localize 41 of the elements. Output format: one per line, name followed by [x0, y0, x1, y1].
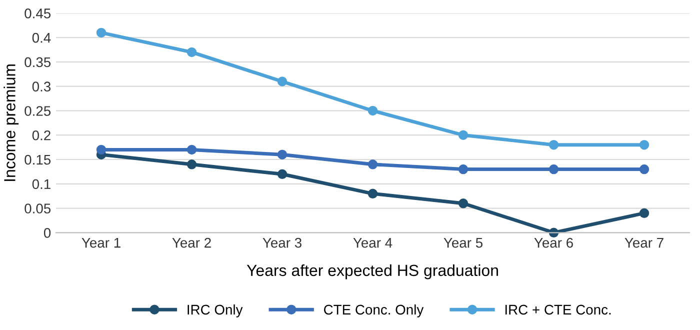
y-tick-label: 0.15 [24, 154, 51, 165]
legend-label: IRC Only [188, 304, 243, 318]
point [458, 164, 468, 174]
point [368, 160, 378, 170]
point [639, 140, 650, 150]
point [639, 208, 650, 218]
y-tick-label: 0.4 [32, 32, 51, 43]
point [548, 140, 559, 150]
y-tick-label: 0.35 [24, 57, 51, 68]
y-tick-label: 0.2 [32, 130, 50, 140]
y-axis-title: Income premium [4, 64, 19, 181]
point [368, 106, 378, 116]
y-tick-label: 0.3 [32, 82, 51, 92]
x-tick-label: Year 2 [172, 238, 211, 248]
x-tick-label: Year 7 [624, 238, 664, 248]
legend-label: IRC + CTE Conc. [505, 304, 611, 315]
x-tick-label: Year 3 [262, 238, 302, 248]
point [186, 47, 197, 58]
point [277, 150, 288, 160]
point [458, 130, 468, 140]
x-tick-label: Year 5 [444, 238, 482, 248]
x-tick-label: Year 6 [534, 238, 573, 248]
x-axis-title: Years after expected HS graduation [246, 264, 498, 280]
y-tick-label: 0.05 [24, 204, 51, 214]
point [639, 164, 650, 174]
point [277, 76, 288, 86]
y-tick-label: 0 [44, 228, 51, 238]
point [548, 164, 559, 174]
y-tick-label: 0.1 [32, 179, 50, 190]
point [96, 144, 106, 155]
point [277, 169, 288, 179]
legend-label: CTE Conc. Only [324, 304, 424, 318]
point [368, 188, 378, 198]
x-tick-label: Year 4 [353, 238, 392, 248]
point [186, 144, 197, 155]
point [458, 198, 468, 208]
point [186, 160, 197, 170]
y-tick-label: 0.45 [24, 8, 51, 18]
y-tick-label: 0.25 [24, 106, 51, 116]
point [96, 28, 106, 38]
x-tick-label: Year 1 [82, 238, 120, 248]
